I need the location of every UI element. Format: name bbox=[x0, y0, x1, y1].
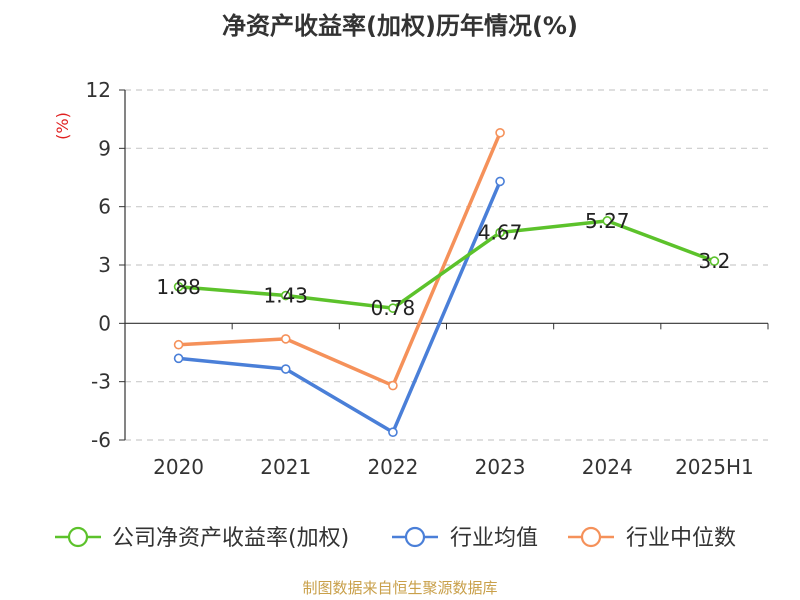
y-tick-label: 3 bbox=[98, 253, 111, 277]
data-point bbox=[495, 176, 505, 187]
data-label: 3.2 bbox=[699, 249, 731, 273]
data-point bbox=[709, 256, 720, 266]
data-point bbox=[495, 127, 505, 138]
x-tick-labels: 2020 2021 2022 2023 2024 2025H1 bbox=[153, 455, 754, 479]
x-tick-label: 2022 bbox=[367, 455, 418, 479]
x-tick-label: 2021 bbox=[260, 455, 311, 479]
series-line bbox=[176, 131, 502, 388]
data-point bbox=[495, 227, 505, 238]
data-point bbox=[388, 380, 398, 391]
data-label: 0.78 bbox=[371, 296, 416, 320]
data-label: 1.88 bbox=[156, 275, 201, 299]
data-point bbox=[388, 427, 398, 438]
legend-marker bbox=[404, 526, 426, 548]
axes bbox=[119, 89, 769, 441]
y-tick-label: 12 bbox=[86, 78, 111, 102]
data-point bbox=[280, 364, 291, 374]
legend-marker bbox=[580, 526, 602, 548]
data-label: 5.27 bbox=[585, 209, 630, 233]
y-tick-labels: -6 -3 0 3 6 9 12 bbox=[86, 78, 111, 452]
y-tick-label: -3 bbox=[91, 370, 111, 394]
data-point bbox=[280, 334, 291, 344]
data-point bbox=[173, 281, 184, 292]
data-point bbox=[388, 303, 398, 313]
legend-marker bbox=[67, 526, 89, 548]
y-tick-label: 6 bbox=[98, 195, 111, 219]
y-tick-label: -6 bbox=[91, 428, 111, 452]
data-label: 4.67 bbox=[478, 221, 523, 245]
data-point bbox=[173, 353, 184, 364]
data-point bbox=[173, 339, 184, 350]
series-line bbox=[176, 219, 717, 310]
x-tick-label: 2023 bbox=[475, 455, 526, 479]
series-lines bbox=[173, 127, 720, 438]
legend-label: 行业均值 bbox=[450, 526, 538, 551]
legend: 公司净资产收益率(加权) 行业均值 行业中位数 bbox=[55, 526, 736, 551]
data-point bbox=[602, 216, 613, 226]
series-line bbox=[176, 179, 502, 434]
y-tick-label: 0 bbox=[98, 311, 111, 335]
grid-lines bbox=[125, 89, 768, 441]
legend-label: 公司净资产收益率(加权) bbox=[112, 526, 349, 551]
x-tick-label: 2025H1 bbox=[675, 455, 754, 479]
data-labels: 1.88 1.43 0.78 4.67 5.27 3.2 bbox=[156, 209, 730, 320]
x-tick-label: 2024 bbox=[582, 455, 633, 479]
data-point bbox=[280, 290, 291, 301]
y-tick-label: 9 bbox=[98, 136, 111, 160]
x-tick-label: 2020 bbox=[153, 455, 204, 479]
chart-title: 净资产收益率(加权)历年情况(%) bbox=[222, 12, 578, 40]
data-source-note: 制图数据来自恒生聚源数据库 bbox=[302, 579, 498, 597]
legend-label: 行业中位数 bbox=[626, 526, 736, 551]
y-axis-label: (%) bbox=[53, 112, 72, 140]
data-label: 1.43 bbox=[263, 284, 308, 308]
